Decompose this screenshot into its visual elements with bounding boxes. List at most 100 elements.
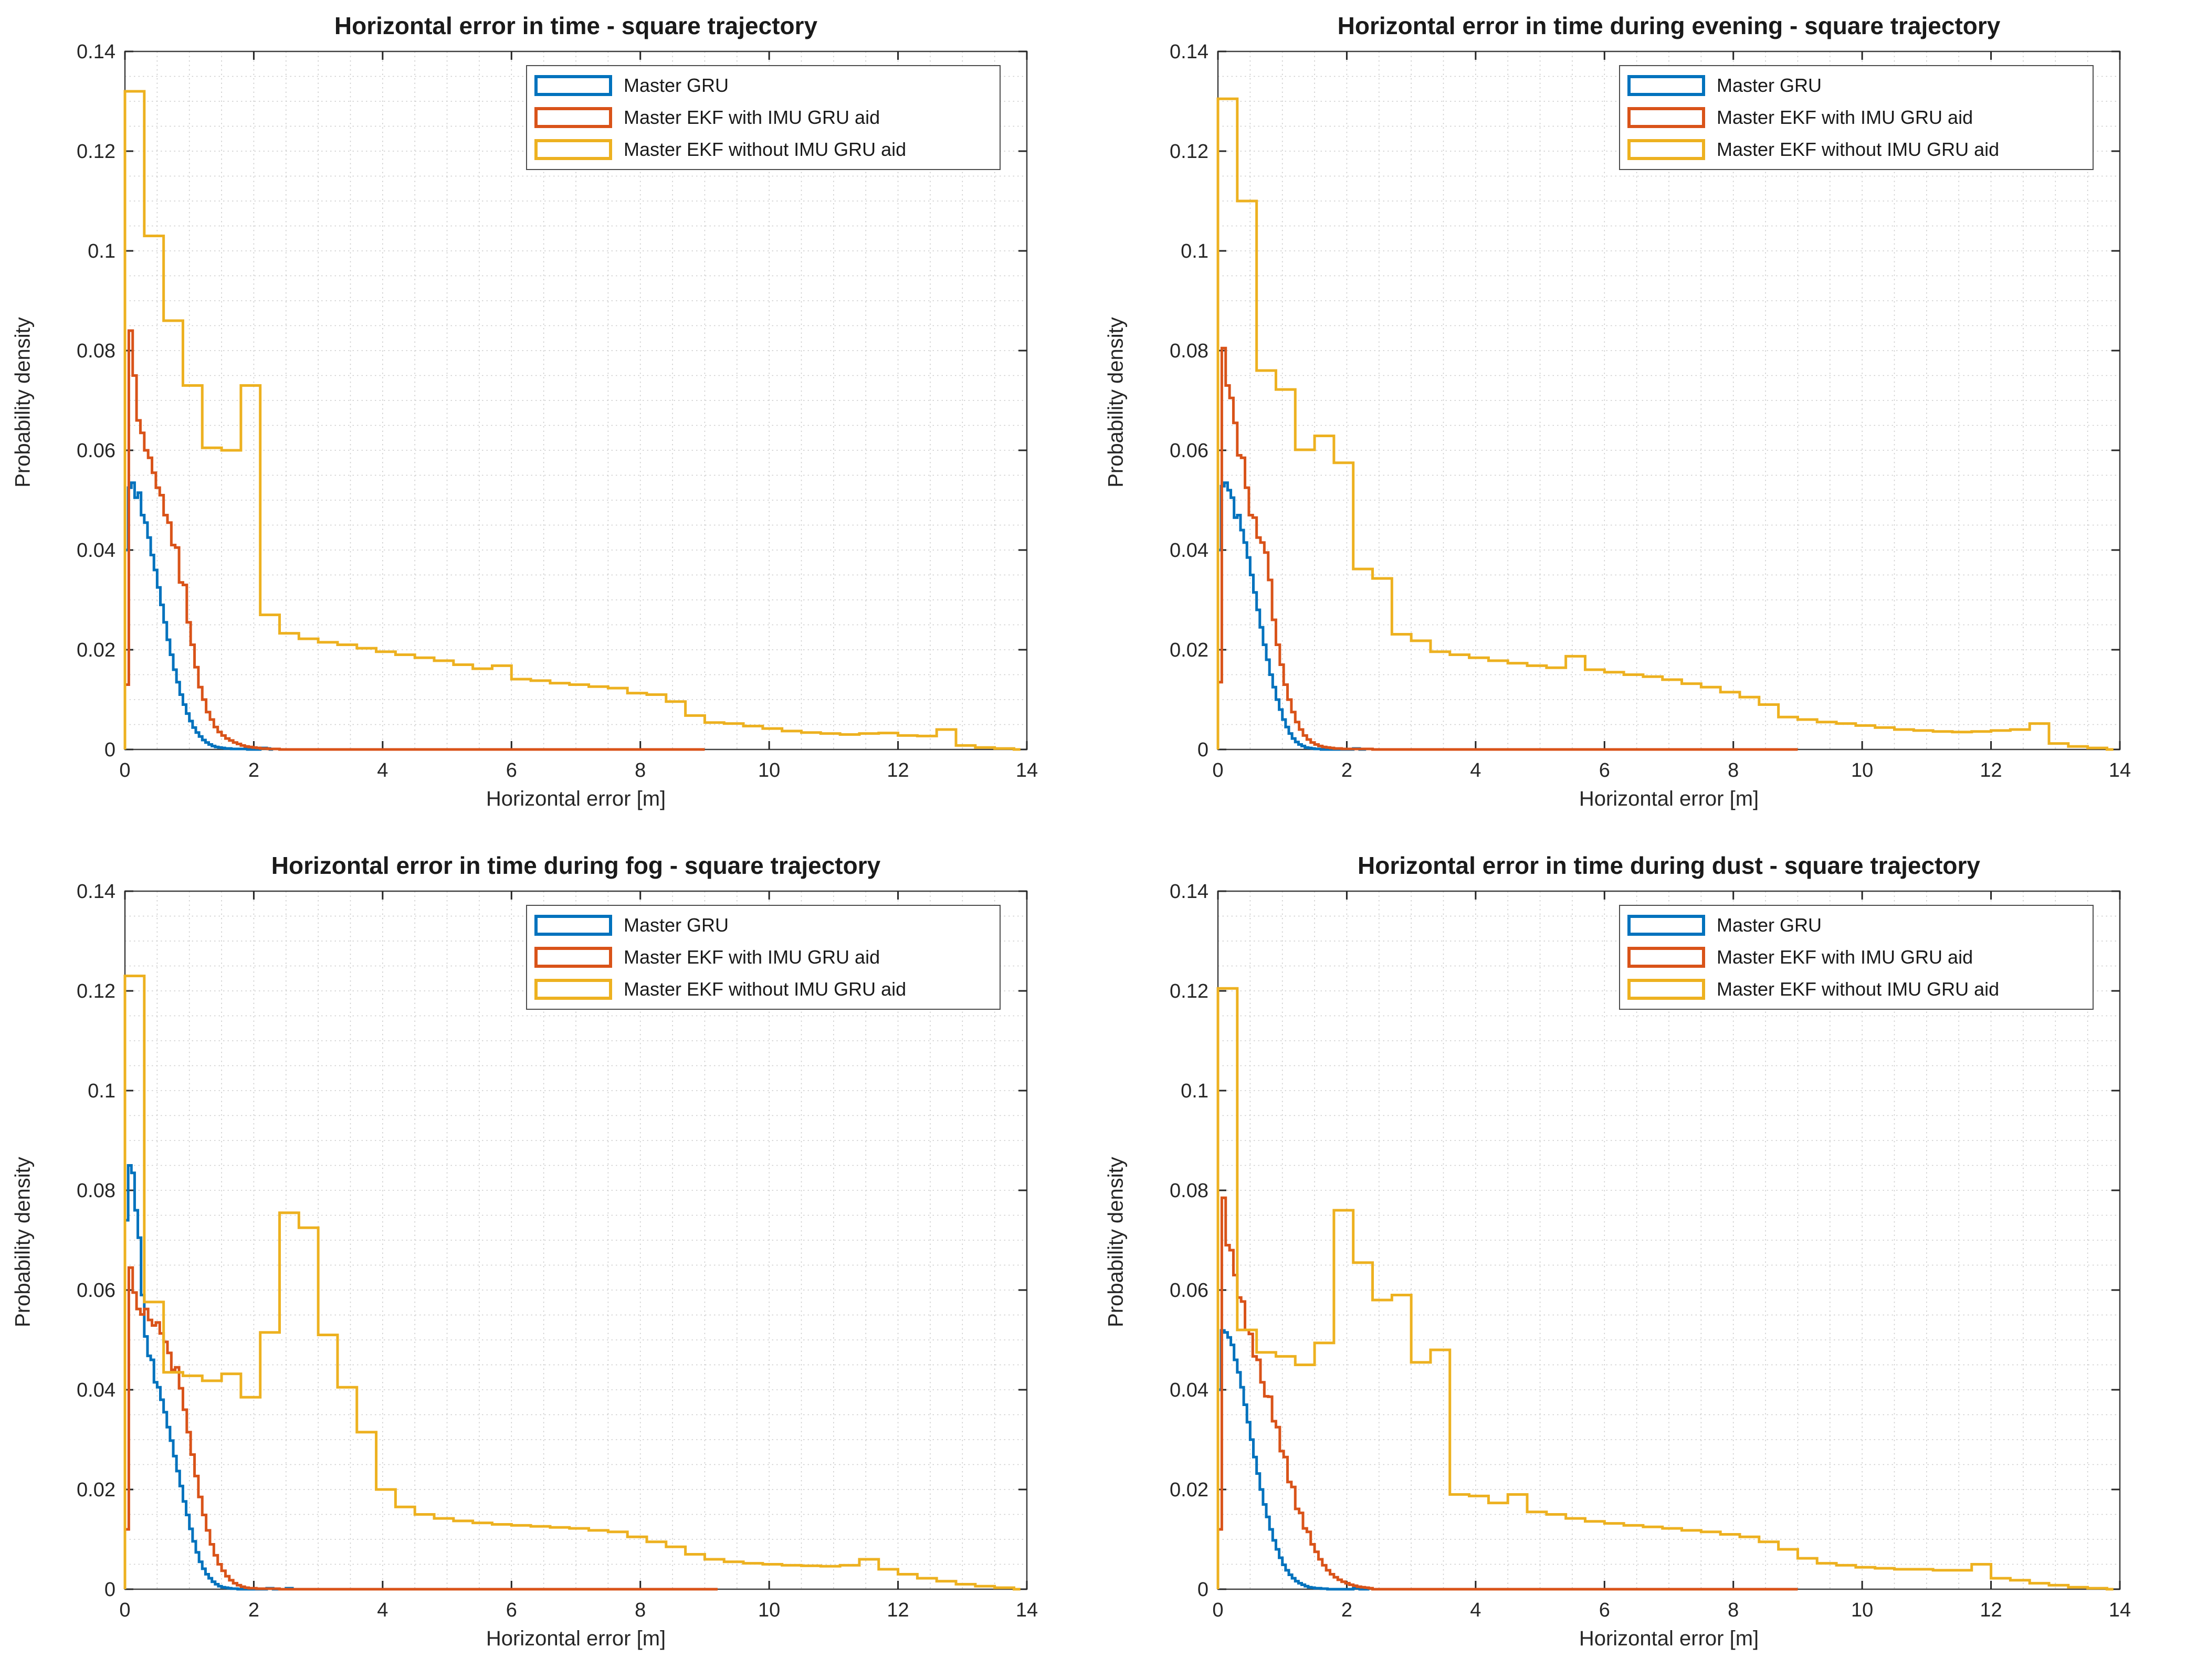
svg-text:0.02: 0.02: [1170, 1479, 1208, 1501]
legend-swatch-yellow-icon: [534, 139, 612, 160]
legend-label: Master EKF with IMU GRU aid: [1717, 107, 1973, 128]
legend-label: Master EKF with IMU GRU aid: [624, 107, 880, 128]
legend-item-ekf-with-aid: Master EKF with IMU GRU aid: [1620, 943, 2093, 972]
legend-item-ekf-with-aid: Master EKF with IMU GRU aid: [1620, 103, 2093, 132]
svg-text:14: 14: [1016, 1599, 1038, 1621]
x-axis-label: Horizontal error [m]: [1579, 1627, 1759, 1650]
svg-text:2: 2: [248, 1599, 259, 1621]
svg-text:0.02: 0.02: [77, 1479, 115, 1501]
svg-text:0.06: 0.06: [77, 440, 115, 462]
svg-text:0.14: 0.14: [77, 41, 115, 63]
svg-text:0: 0: [1212, 759, 1223, 781]
legend-swatch-red-icon: [534, 107, 612, 128]
svg-text:2: 2: [248, 759, 259, 781]
x-axis-label: Horizontal error [m]: [486, 1627, 666, 1650]
svg-text:2: 2: [1341, 1599, 1352, 1621]
svg-text:0.1: 0.1: [88, 240, 115, 262]
svg-text:0.12: 0.12: [1170, 980, 1208, 1002]
subplot-baseline: 0 2 4 6 8 10 12 14 0 0.02 0.04 0.06 0.08 0.1 0.12 0.14 …: [0, 0, 1093, 840]
legend-label: Master EKF without IMU GRU aid: [1717, 139, 2000, 160]
svg-text:12: 12: [1980, 1599, 2002, 1621]
legend-label: Master EKF with IMU GRU aid: [624, 946, 880, 968]
svg-text:4: 4: [377, 759, 388, 781]
svg-text:0.1: 0.1: [1181, 1080, 1208, 1102]
subplot-dust: 0 2 4 6 8 10 12 14 0 0.02 0.04 0.06 0.08 0.1 0.12 0.14 …: [1093, 840, 2186, 1679]
svg-text:14: 14: [2109, 1599, 2131, 1621]
svg-text:0.12: 0.12: [77, 141, 115, 163]
x-axis-label: Horizontal error [m]: [1579, 787, 1759, 810]
legend-swatch-red-icon: [1627, 947, 1705, 968]
svg-text:0.04: 0.04: [77, 540, 115, 562]
legend-swatch-yellow-icon: [1627, 139, 1705, 160]
svg-text:4: 4: [377, 1599, 388, 1621]
legend-item-ekf-with-aid: Master EKF with IMU GRU aid: [527, 103, 1000, 132]
svg-text:0: 0: [1197, 1579, 1208, 1601]
svg-text:0.06: 0.06: [1170, 440, 1208, 462]
svg-text:0.06: 0.06: [77, 1280, 115, 1302]
y-axis-label: Probability density: [1104, 317, 1128, 488]
svg-text:8: 8: [1728, 759, 1739, 781]
legend-label: Master EKF without IMU GRU aid: [1717, 978, 2000, 1000]
y-axis-label: Probability density: [11, 317, 35, 488]
legend-label: Master GRU: [624, 914, 729, 936]
svg-text:0: 0: [104, 739, 115, 761]
legend-label: Master GRU: [624, 75, 729, 96]
svg-text:10: 10: [758, 1599, 780, 1621]
legend-swatch-blue-icon: [534, 915, 612, 936]
legend-label: Master GRU: [1717, 914, 1822, 936]
svg-text:12: 12: [887, 759, 909, 781]
subplot-evening: 0 2 4 6 8 10 12 14 0 0.02 0.04 0.06 0.08 0.1 0.12 0.14 …: [1093, 0, 2186, 840]
svg-text:10: 10: [758, 759, 780, 781]
svg-text:0.04: 0.04: [1170, 1379, 1208, 1401]
svg-text:14: 14: [1016, 759, 1038, 781]
svg-text:0.08: 0.08: [77, 340, 115, 362]
legend-item-ekf-with-aid: Master EKF with IMU GRU aid: [527, 943, 1000, 972]
svg-text:0.08: 0.08: [77, 1180, 115, 1202]
svg-text:0.06: 0.06: [1170, 1280, 1208, 1302]
svg-text:12: 12: [1980, 759, 2002, 781]
svg-text:8: 8: [1728, 1599, 1739, 1621]
svg-text:0.12: 0.12: [1170, 141, 1208, 163]
svg-text:0: 0: [119, 759, 130, 781]
legend-swatch-yellow-icon: [534, 979, 612, 1000]
svg-text:6: 6: [506, 1599, 517, 1621]
legend-item-master-gru: Master GRU: [1620, 911, 2093, 940]
legend-item-ekf-without-aid: Master EKF without IMU GRU aid: [1620, 135, 2093, 164]
svg-text:8: 8: [635, 1599, 646, 1621]
svg-text:8: 8: [635, 759, 646, 781]
svg-text:0.14: 0.14: [1170, 41, 1208, 63]
svg-text:0.1: 0.1: [88, 1080, 115, 1102]
svg-text:10: 10: [1851, 759, 1873, 781]
plot-title: Horizontal error in time during dust - s…: [1358, 852, 1980, 879]
svg-text:0.14: 0.14: [77, 881, 115, 903]
plot-title: Horizontal error in time - square trajec…: [334, 12, 818, 39]
svg-text:0.14: 0.14: [1170, 881, 1208, 903]
legend-item-ekf-without-aid: Master EKF without IMU GRU aid: [527, 975, 1000, 1004]
y-axis-label: Probability density: [1104, 1157, 1128, 1327]
x-axis-label: Horizontal error [m]: [486, 787, 666, 810]
legend: Master GRU Master EKF with IMU GRU aid M…: [1619, 905, 2094, 1010]
legend-swatch-yellow-icon: [1627, 979, 1705, 1000]
y-axis-label: Probability density: [11, 1157, 35, 1327]
svg-text:0.02: 0.02: [77, 639, 115, 661]
legend-item-ekf-without-aid: Master EKF without IMU GRU aid: [1620, 975, 2093, 1004]
legend: Master GRU Master EKF with IMU GRU aid M…: [526, 905, 1001, 1010]
legend-label: Master EKF without IMU GRU aid: [624, 139, 907, 160]
plot-title: Horizontal error in time during evening …: [1337, 12, 2001, 39]
svg-text:2: 2: [1341, 759, 1352, 781]
legend-swatch-blue-icon: [1627, 75, 1705, 96]
svg-text:4: 4: [1470, 1599, 1481, 1621]
legend: Master GRU Master EKF with IMU GRU aid M…: [526, 65, 1001, 170]
svg-text:0: 0: [119, 1599, 130, 1621]
legend-label: Master EKF without IMU GRU aid: [624, 978, 907, 1000]
svg-text:6: 6: [1599, 1599, 1610, 1621]
svg-text:14: 14: [2109, 759, 2131, 781]
svg-text:0.04: 0.04: [1170, 540, 1208, 562]
svg-text:4: 4: [1470, 759, 1481, 781]
svg-text:0.08: 0.08: [1170, 340, 1208, 362]
legend-swatch-blue-icon: [1627, 915, 1705, 936]
svg-text:10: 10: [1851, 1599, 1873, 1621]
legend-label: Master GRU: [1717, 75, 1822, 96]
plot-canvas: 0 2 4 6 8 10 12 14 0 0.02 0.04 0.06 0.08 0.1 0.12 0.14: [77, 41, 1038, 781]
